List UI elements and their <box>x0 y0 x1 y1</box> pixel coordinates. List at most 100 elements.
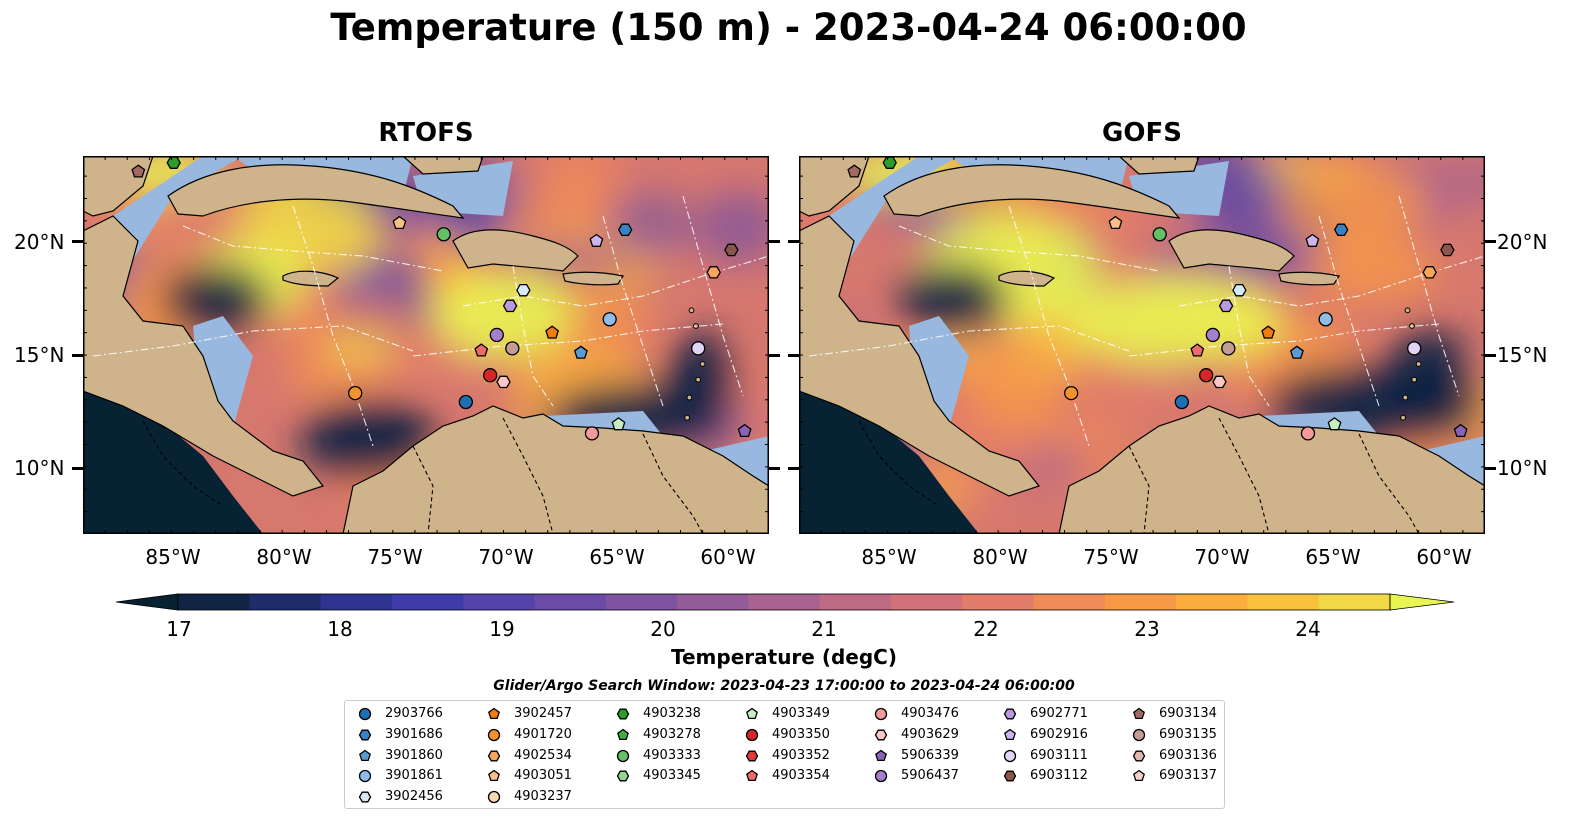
float-marker-3902456[interactable] <box>1232 283 1247 297</box>
float-marker-6903111[interactable] <box>691 341 706 356</box>
float-marker-4903349[interactable] <box>611 417 626 431</box>
float-marker-4903051[interactable] <box>392 215 407 230</box>
float-marker-3901860[interactable] <box>573 345 588 359</box>
legend-marker[interactable] <box>745 728 759 741</box>
float-marker-4903238[interactable] <box>166 156 181 169</box>
float-marker-6902771[interactable] <box>502 299 518 313</box>
lat-label-10n-right: 10°N <box>1497 456 1548 480</box>
float-marker-6903111[interactable] <box>1407 341 1422 356</box>
land <box>342 405 769 534</box>
float-marker-3901686[interactable] <box>1333 223 1349 237</box>
float-marker-4902534[interactable] <box>706 266 721 279</box>
float-marker-4903333[interactable] <box>436 227 451 242</box>
lat-tick <box>769 240 780 243</box>
float-marker-2903766[interactable] <box>458 394 473 410</box>
rtofs-map[interactable] <box>83 156 769 534</box>
float-marker-4903476[interactable] <box>584 426 600 441</box>
legend-label: 6902916 <box>1030 726 1088 742</box>
float-marker-4903629[interactable] <box>1212 375 1227 389</box>
float-marker-6903134[interactable] <box>131 164 146 178</box>
float-marker-4903349[interactable] <box>1327 417 1342 431</box>
float-marker-4903051[interactable] <box>1108 215 1123 230</box>
legend-label: 6903135 <box>1159 726 1217 742</box>
float-marker-2903766[interactable] <box>1174 394 1189 410</box>
float-marker-6903135[interactable] <box>1221 341 1236 356</box>
country-border <box>1358 433 1420 534</box>
legend-marker[interactable] <box>745 750 759 762</box>
float-marker-4903476[interactable] <box>1300 426 1316 441</box>
legend-marker[interactable] <box>488 707 500 720</box>
float-marker-5906339[interactable] <box>737 423 752 438</box>
float-marker-6902916[interactable] <box>1305 233 1320 247</box>
legend-marker[interactable] <box>358 770 372 783</box>
float-marker-3901686[interactable] <box>617 223 633 237</box>
float-marker-6903134[interactable] <box>847 164 862 178</box>
lat-tick <box>788 467 799 470</box>
float-marker-5906437[interactable] <box>1205 327 1220 343</box>
legend-marker[interactable] <box>488 770 500 782</box>
legend-marker[interactable] <box>1132 728 1146 741</box>
legend-marker[interactable] <box>874 707 888 721</box>
float-marker-3901861[interactable] <box>1318 312 1333 327</box>
legend-marker-circle-icon <box>745 728 759 741</box>
float-marker-4901720[interactable] <box>1064 385 1079 401</box>
legend-marker[interactable] <box>874 729 888 741</box>
legend-marker[interactable] <box>358 791 372 803</box>
float-marker-4902534[interactable] <box>1422 266 1437 279</box>
legend-marker[interactable] <box>617 728 629 740</box>
float-marker-3902457[interactable] <box>545 325 560 339</box>
legend-marker[interactable] <box>359 749 371 761</box>
legend-marker[interactable] <box>1133 707 1145 720</box>
legend-marker[interactable] <box>1003 708 1017 720</box>
float-marker-4903350[interactable] <box>483 368 498 383</box>
float-marker-3901861[interactable] <box>602 312 617 327</box>
legend-marker[interactable] <box>1003 770 1017 782</box>
country-border <box>1218 417 1270 534</box>
float-marker-6903112[interactable] <box>1440 243 1455 257</box>
float-marker-6902771[interactable] <box>1218 299 1234 313</box>
float-marker-4903629[interactable] <box>496 375 511 389</box>
float-marker-4903333[interactable] <box>1152 227 1167 242</box>
float-marker-4903354[interactable] <box>1190 343 1205 357</box>
legend-label: 2903766 <box>385 706 443 721</box>
legend-marker[interactable] <box>358 729 372 741</box>
pacific-ocean <box>799 386 979 534</box>
float-marker-4903238[interactable] <box>882 156 897 169</box>
lon-label-85w: 85°W <box>145 545 201 569</box>
lat-label-20n-right: 20°N <box>1497 230 1548 254</box>
float-marker-5906437[interactable] <box>489 327 504 343</box>
legend-marker[interactable] <box>616 770 630 782</box>
float-marker-3901860[interactable] <box>1289 345 1304 359</box>
float-marker-4903354[interactable] <box>474 343 489 357</box>
legend-marker[interactable] <box>358 707 372 721</box>
float-marker-4903350[interactable] <box>1199 368 1214 383</box>
legend-marker[interactable] <box>746 770 758 782</box>
legend-marker[interactable] <box>1132 750 1146 762</box>
float-marker-6902916[interactable] <box>589 233 604 247</box>
legend-marker[interactable] <box>616 708 630 720</box>
float-marker-5906339[interactable] <box>1453 423 1468 438</box>
legend-marker[interactable] <box>875 749 887 761</box>
legend-label: 4903051 <box>514 768 572 784</box>
legend-marker[interactable] <box>746 707 758 720</box>
legend-marker[interactable] <box>487 750 501 762</box>
island <box>1415 361 1422 367</box>
legend-marker[interactable] <box>1004 728 1016 740</box>
legend-marker[interactable] <box>487 791 501 804</box>
land <box>883 164 1181 219</box>
legend-marker-circle-icon <box>616 749 630 762</box>
float-marker-6903112[interactable] <box>724 243 739 257</box>
float-marker-3902456[interactable] <box>516 283 531 297</box>
legend-marker[interactable] <box>1003 749 1017 762</box>
float-marker-6903135[interactable] <box>505 341 520 356</box>
float-marker-4901720[interactable] <box>348 385 363 401</box>
gofs-map[interactable] <box>799 156 1485 534</box>
legend-marker-hexagon-icon <box>616 708 630 720</box>
legend-marker[interactable] <box>1133 770 1145 782</box>
legend-marker[interactable] <box>487 728 501 741</box>
legend-marker[interactable] <box>874 770 888 783</box>
lat-tick <box>769 354 780 357</box>
float-marker-3902457[interactable] <box>1261 325 1276 339</box>
legend-marker[interactable] <box>616 749 630 762</box>
panel-title-gofs: GOFS <box>1102 118 1182 148</box>
